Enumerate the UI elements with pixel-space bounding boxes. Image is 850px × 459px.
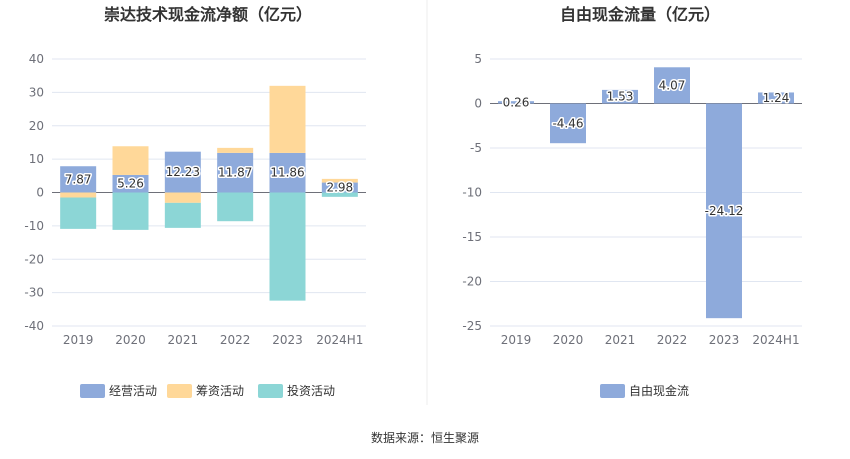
x-tick-label: 2022 xyxy=(657,333,688,347)
bar-筹资活动-2023[interactable] xyxy=(269,85,306,153)
bar-经营活动-2024H1[interactable] xyxy=(321,182,358,193)
x-tick-label: 2021 xyxy=(168,333,199,347)
y-tick-label: -30 xyxy=(24,286,44,300)
bar-筹资活动-2021[interactable] xyxy=(164,192,201,203)
y-tick-label: 0 xyxy=(474,97,482,111)
bar-投资活动-2019[interactable] xyxy=(60,197,97,229)
data-label: 0.26 xyxy=(503,95,530,109)
x-tick-label: 2024H1 xyxy=(752,333,799,347)
bar-自由现金流-2020[interactable] xyxy=(550,103,586,144)
y-tick-label: -20 xyxy=(24,252,44,266)
bar-自由现金流-2022[interactable] xyxy=(654,67,690,104)
bar-筹资活动-2022[interactable] xyxy=(217,147,254,153)
chart-2: 自由现金流量（亿元） 5 0 -5 -10 -15 -20 -25 2019 2020 2021 20… xyxy=(462,5,802,398)
chart-title: 崇达技术现金流净额（亿元） xyxy=(104,5,312,24)
bar-经营活动-2019[interactable] xyxy=(60,166,97,193)
legend-swatch[interactable] xyxy=(80,384,105,398)
y-tick-label: -10 xyxy=(24,219,44,233)
data-label: 5.26 xyxy=(117,177,144,191)
x-tick-label: 2023 xyxy=(709,333,740,347)
legend-swatch[interactable] xyxy=(167,384,192,398)
bar-经营活动-2020[interactable] xyxy=(112,174,149,193)
data-label: 11.87 xyxy=(218,166,252,180)
y-tick-label: 30 xyxy=(29,85,44,99)
bar-经营活动-2023[interactable] xyxy=(269,152,306,193)
legend-label[interactable]: 投资活动 xyxy=(287,383,335,398)
bar-投资活动-2020[interactable] xyxy=(112,192,149,230)
x-tick-label: 2023 xyxy=(272,333,303,347)
y-tick-label: 20 xyxy=(29,119,44,133)
x-tick-label: 2020 xyxy=(115,333,146,347)
chart-1: 崇达技术现金流净额（亿元） 40 30 20 10 0 -10 -20 -30 -40 2019 20… xyxy=(24,5,366,398)
x-tick-label: 2020 xyxy=(553,333,584,347)
data-label: 1.24 xyxy=(763,91,790,105)
bar-投资活动-2021[interactable] xyxy=(164,202,201,228)
data-label: -24.12 xyxy=(705,204,744,218)
legend-label[interactable]: 筹资活动 xyxy=(196,384,244,398)
data-label: -4.46 xyxy=(552,116,583,130)
bar-投资活动-2022[interactable] xyxy=(217,192,254,222)
x-tick-label: 2019 xyxy=(501,333,532,347)
data-label: 2.98 xyxy=(326,181,353,195)
x-tick-label: 2024H1 xyxy=(316,333,363,347)
chart-title: 自由现金流量（亿元） xyxy=(560,5,720,24)
x-tick-label: 2019 xyxy=(63,333,94,347)
bar-经营活动-2021[interactable] xyxy=(164,151,201,193)
bar-投资活动-2024H1[interactable] xyxy=(321,192,358,197)
bar-经营活动-2022[interactable] xyxy=(217,152,254,193)
bar-投资活动-2023[interactable] xyxy=(269,192,306,301)
data-label: 1.53 xyxy=(607,90,634,104)
bar-自由现金流-2023[interactable] xyxy=(706,103,742,319)
legend-swatch[interactable] xyxy=(258,384,283,398)
y-tick-label: 5 xyxy=(474,52,482,66)
data-label: 4.07 xyxy=(659,78,686,92)
legend-swatch[interactable] xyxy=(600,384,625,398)
y-tick-label: 10 xyxy=(29,152,44,166)
data-source-footer: 数据来源：恒生聚源 xyxy=(370,431,479,445)
bar-筹资活动-2019[interactable] xyxy=(60,192,97,198)
y-tick-label: -10 xyxy=(462,186,482,200)
y-tick-label: -5 xyxy=(470,141,482,155)
data-label: 11.86 xyxy=(270,166,304,180)
y-tick-label: -40 xyxy=(24,319,44,333)
y-tick-label: -20 xyxy=(462,275,482,289)
bar-筹资活动-2024H1[interactable] xyxy=(321,178,358,183)
legend-label[interactable]: 经营活动 xyxy=(109,384,157,398)
y-tick-label: -15 xyxy=(462,230,482,244)
bar-自由现金流-2019[interactable] xyxy=(498,101,534,104)
legend-label[interactable]: 自由现金流 xyxy=(629,383,689,398)
bar-筹资活动-2020[interactable] xyxy=(112,146,149,175)
y-tick-label: 0 xyxy=(36,186,44,200)
bar-自由现金流-2021[interactable] xyxy=(602,89,638,104)
data-label: 12.23 xyxy=(166,165,200,179)
y-tick-label: 40 xyxy=(29,52,44,66)
y-tick-label: -25 xyxy=(462,319,482,333)
x-tick-label: 2022 xyxy=(220,333,251,347)
data-label: 7.87 xyxy=(65,172,92,186)
bar-自由现金流-2024H1[interactable] xyxy=(758,92,794,104)
x-tick-label: 2021 xyxy=(605,333,636,347)
